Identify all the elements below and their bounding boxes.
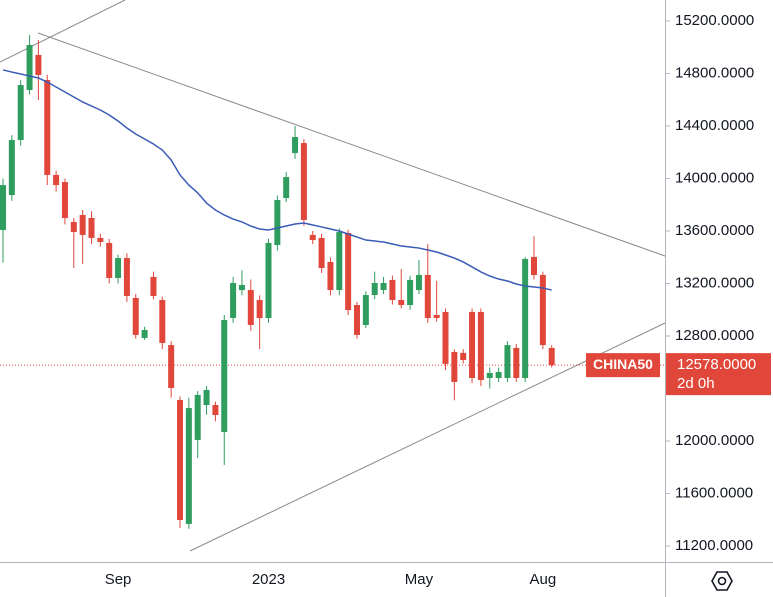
candle-body: [185, 408, 192, 524]
candle-body: [247, 290, 254, 325]
candle-body: [177, 400, 183, 521]
candle-body: [451, 352, 458, 382]
candle-body: [531, 256, 537, 275]
y-tick-label: 14400.0000: [675, 117, 754, 134]
candle-body: [300, 143, 307, 220]
settings-icon[interactable]: [711, 571, 733, 591]
candle-body: [504, 345, 511, 378]
candle-body: [415, 274, 422, 291]
candle-body: [407, 279, 414, 306]
candle-body: [0, 185, 6, 230]
candle-body: [53, 174, 60, 186]
countdown-label: 2d 0h: [677, 375, 715, 392]
candle-body: [61, 182, 68, 219]
y-tick-label: 13200.0000: [675, 274, 754, 291]
candle-body: [362, 295, 369, 325]
candle-body: [265, 242, 272, 319]
moving-average: [2, 69, 552, 291]
candle-body: [522, 258, 529, 378]
symbol-label: CHINA50: [593, 356, 653, 372]
settings-circle: [717, 576, 727, 586]
x-tick-label: Aug: [529, 571, 556, 588]
y-tick-label: 14800.0000: [675, 64, 754, 81]
candle-body: [44, 80, 51, 175]
candle-body: [70, 221, 77, 233]
candle-body: [97, 237, 104, 243]
settings-hexagon: [711, 571, 733, 591]
candle-body: [486, 373, 493, 378]
candle-body: [212, 405, 219, 416]
candle-body: [345, 232, 352, 311]
candle-body: [256, 300, 263, 319]
candle-body: [106, 242, 113, 278]
candle-body: [539, 274, 546, 346]
candle-body: [168, 345, 175, 388]
y-tick-label: 14000.0000: [675, 169, 754, 186]
candle-body: [548, 347, 555, 366]
candle-body: [79, 214, 86, 235]
x-tick-label: 2023: [252, 571, 285, 588]
y-tick-label: 11200.0000: [675, 537, 753, 554]
candle-body: [380, 282, 387, 291]
trend-line: [189, 322, 666, 552]
trend-line: [37, 32, 666, 257]
candle-body: [88, 218, 95, 238]
candle-body: [274, 200, 281, 246]
symbol-label-bg: [586, 353, 660, 378]
candle-body: [371, 282, 378, 296]
candle-body: [141, 329, 148, 338]
candle-body: [398, 300, 405, 306]
candle-body: [513, 347, 520, 378]
candle-body: [460, 352, 467, 361]
candle-body: [150, 276, 157, 296]
candle-body: [238, 284, 245, 291]
candle-body: [389, 279, 396, 301]
candle-body: [17, 85, 24, 141]
candle-body: [221, 319, 228, 432]
candle-body: [354, 305, 360, 335]
candle-body: [469, 311, 476, 378]
candle-body: [309, 234, 316, 241]
candle-body: [203, 389, 210, 406]
candle-body: [477, 311, 484, 380]
candle-body: [26, 45, 33, 91]
candle-body: [35, 54, 42, 75]
price-label: 12578.0000: [677, 356, 756, 373]
candle-body: [433, 314, 440, 319]
y-tick-label: 12800.0000: [675, 327, 754, 344]
candle-body: [283, 177, 290, 199]
trend-line: [0, 0, 126, 63]
price-label-bg: [666, 353, 771, 396]
candle-body: [115, 258, 122, 278]
y-tick-label: 12000.0000: [675, 432, 754, 449]
candle-body: [336, 232, 343, 291]
candle-body: [159, 300, 166, 343]
y-tick-label: 11600.0000: [675, 484, 753, 501]
candle-body: [327, 261, 334, 291]
candle-body: [8, 140, 15, 196]
x-tick-label: May: [405, 571, 434, 588]
candle-body: [424, 274, 431, 319]
y-tick-label: 15200.0000: [675, 12, 754, 29]
x-tick-label: Sep: [105, 571, 132, 588]
candle-body: [292, 137, 299, 154]
candle-body: [442, 311, 449, 364]
y-tick-label: 13600.0000: [675, 222, 754, 239]
candle-body: [495, 371, 502, 378]
candle-body: [123, 258, 130, 296]
candle-body: [230, 282, 237, 319]
candle-body: [132, 297, 139, 335]
trend-lines: [0, 0, 666, 552]
candle-body: [318, 237, 325, 269]
candle-body: [194, 394, 201, 440]
